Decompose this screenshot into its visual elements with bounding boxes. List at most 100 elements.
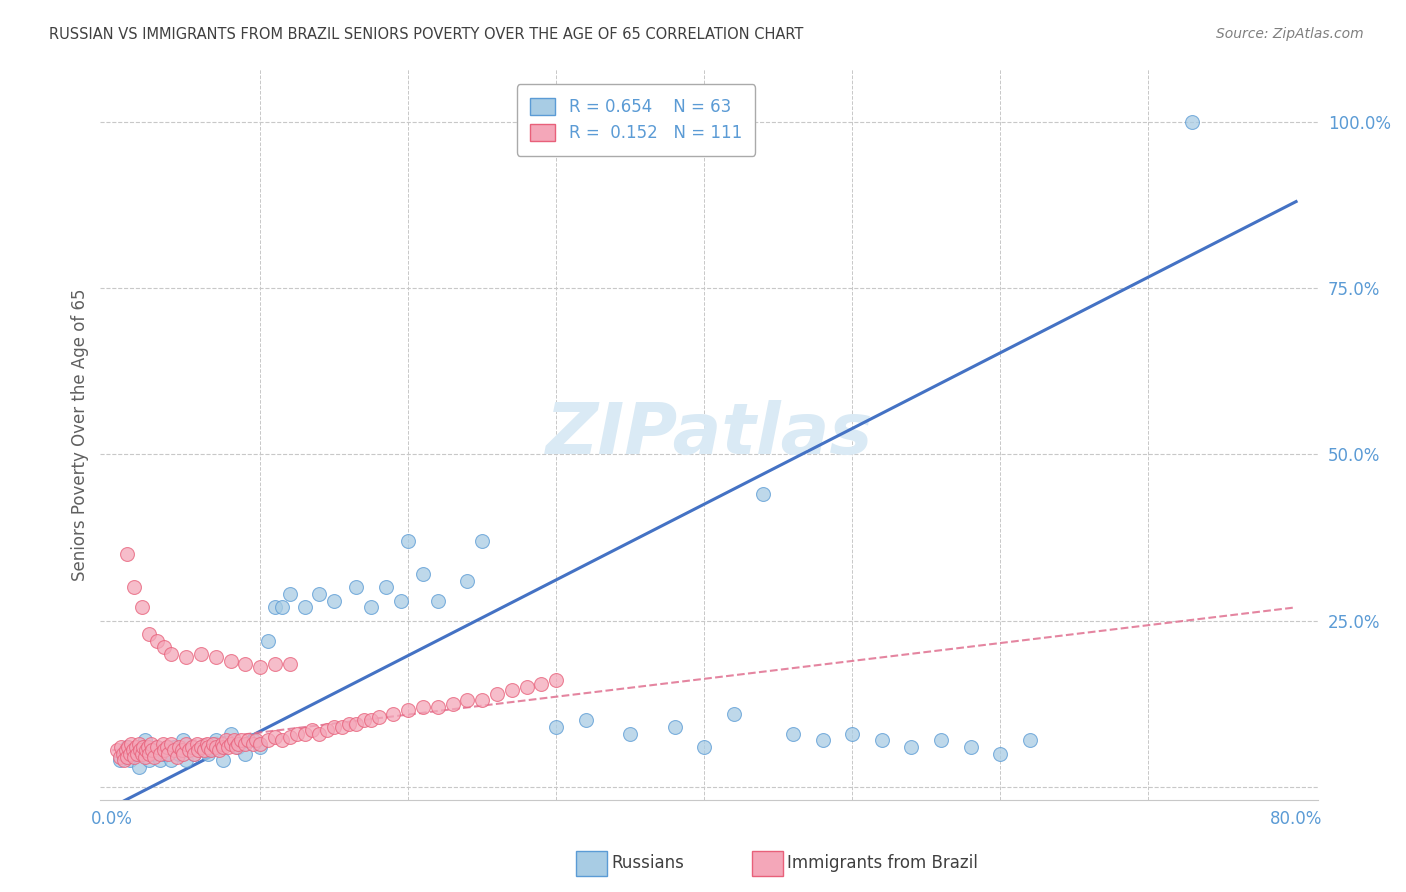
Point: [108, 753, 131, 767]
Point: [575, 714, 598, 728]
Point: [412, 700, 434, 714]
Point: [900, 739, 922, 754]
Point: [782, 727, 804, 741]
Point: [238, 733, 260, 747]
Point: [530, 677, 553, 691]
Point: [124, 580, 146, 594]
Point: [294, 727, 316, 741]
Point: [245, 733, 267, 747]
Point: [201, 737, 224, 751]
Point: [195, 737, 218, 751]
Point: [134, 750, 156, 764]
Point: [229, 733, 252, 747]
Point: [264, 600, 287, 615]
Point: [152, 737, 174, 751]
Point: [186, 737, 208, 751]
Point: [167, 747, 190, 761]
Point: [242, 737, 264, 751]
Point: [167, 739, 190, 754]
Point: [278, 657, 301, 671]
Point: [226, 739, 249, 754]
Point: [278, 730, 301, 744]
Point: [219, 737, 242, 751]
Point: [212, 739, 235, 754]
Point: [301, 723, 323, 738]
Point: [256, 733, 278, 747]
Point: [441, 697, 464, 711]
Point: [256, 633, 278, 648]
Point: [138, 753, 160, 767]
Point: [375, 580, 398, 594]
Point: [360, 714, 382, 728]
Point: [128, 760, 150, 774]
Point: [183, 747, 205, 761]
Point: [148, 753, 170, 767]
Text: ZIPatlas: ZIPatlas: [546, 400, 873, 469]
Point: [174, 753, 197, 767]
Point: [752, 487, 775, 501]
Point: [264, 657, 287, 671]
Point: [208, 743, 231, 757]
Point: [111, 747, 134, 761]
Point: [197, 739, 219, 754]
Point: [389, 593, 412, 607]
Point: [285, 727, 308, 741]
Point: [115, 750, 138, 764]
Point: [693, 739, 716, 754]
Point: [841, 727, 863, 741]
Point: [235, 657, 257, 671]
Point: [546, 673, 568, 688]
Legend: R = 0.654    N = 63, R =  0.152   N = 111: R = 0.654 N = 63, R = 0.152 N = 111: [517, 84, 755, 155]
Point: [190, 739, 212, 754]
Point: [471, 533, 494, 548]
Point: [172, 733, 194, 747]
Point: [396, 533, 419, 548]
Point: [120, 737, 142, 751]
Point: [308, 587, 330, 601]
Point: [664, 720, 686, 734]
Point: [190, 647, 212, 661]
Point: [215, 733, 238, 747]
Point: [226, 737, 249, 751]
Point: [249, 660, 271, 674]
Point: [124, 747, 146, 761]
Point: [235, 737, 257, 751]
Point: [108, 750, 131, 764]
Point: [323, 593, 346, 607]
Point: [190, 739, 212, 754]
Point: [166, 750, 188, 764]
Point: [174, 737, 197, 751]
Point: [456, 574, 478, 588]
Point: [211, 737, 233, 751]
Point: [148, 747, 170, 761]
Point: [249, 739, 271, 754]
Point: [619, 727, 641, 741]
Point: [225, 739, 247, 754]
Y-axis label: Seniors Poverty Over the Age of 65: Seniors Poverty Over the Age of 65: [72, 288, 89, 581]
Point: [271, 600, 294, 615]
Point: [145, 633, 167, 648]
Point: [132, 739, 155, 754]
Point: [153, 640, 176, 655]
Point: [501, 683, 523, 698]
Point: [181, 739, 204, 754]
Point: [337, 716, 360, 731]
Point: [204, 733, 226, 747]
Point: [353, 714, 375, 728]
Point: [471, 693, 494, 707]
Point: [187, 743, 209, 757]
Point: [235, 747, 257, 761]
Point: [135, 743, 157, 757]
Point: [217, 739, 239, 754]
Point: [115, 739, 138, 754]
Point: [959, 739, 981, 754]
Point: [131, 739, 153, 754]
Point: [115, 547, 138, 561]
Point: [197, 747, 219, 761]
Point: [174, 650, 197, 665]
Point: [163, 743, 186, 757]
Point: [242, 733, 264, 747]
Point: [160, 737, 183, 751]
Point: [117, 739, 139, 754]
Point: [396, 703, 419, 717]
